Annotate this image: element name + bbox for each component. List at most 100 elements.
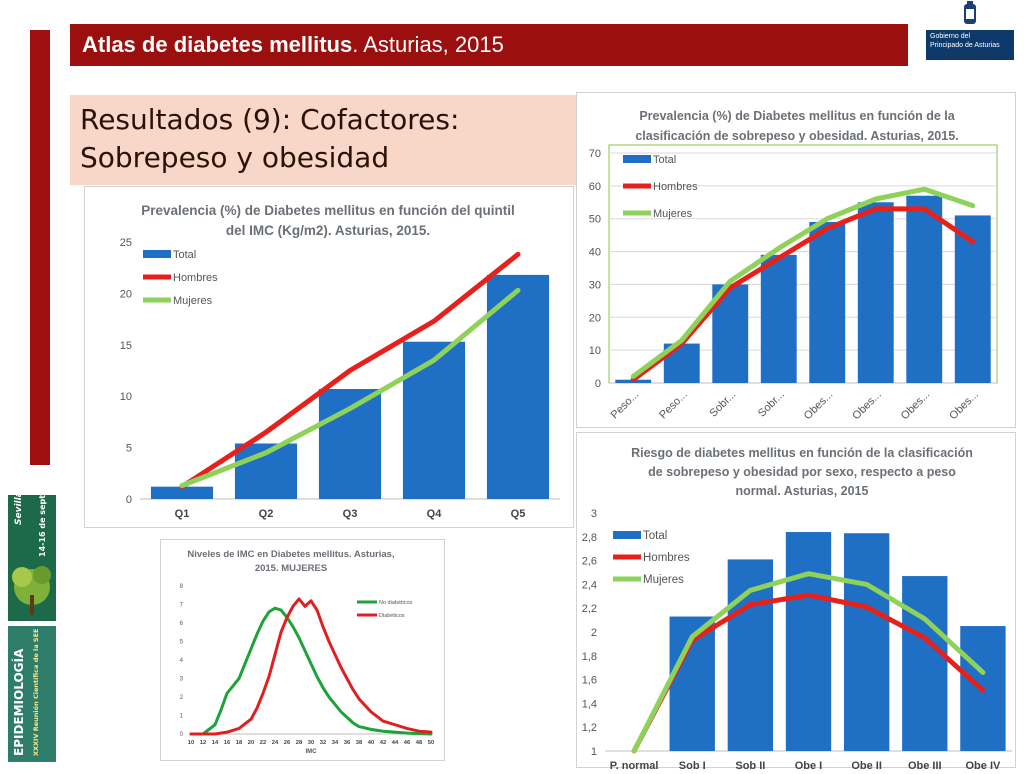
x-tick-label: 20 (248, 740, 254, 746)
chart-classification-panel: Prevalencia (%) de Diabetes mellitus en … (576, 92, 1016, 428)
logo-line1: Gobierno del (930, 33, 971, 40)
chart-title-line: normal. Asturias, 2015 (736, 484, 869, 498)
x-tick-label: 32 (320, 740, 326, 746)
logo-line3: Consejería de Sanidad (942, 54, 998, 60)
chart-imc-panel: Niveles de IMC en Diabetes mellitus. Ast… (160, 539, 445, 761)
x-tick-label: 12 (200, 740, 206, 746)
x-tick-label: Q2 (259, 508, 274, 520)
x-tick-label: Q1 (175, 508, 190, 520)
line-hombres (179, 251, 521, 490)
bar-total (760, 254, 797, 383)
logo-line2: Principado de Asturias (930, 42, 1000, 49)
y-tick-label: 2 (180, 695, 184, 701)
chart-title-line: clasificación de sobrepeso y obesidad. A… (635, 129, 958, 143)
chart-title-line: Niveles de IMC en Diabetes mellitus. Ast… (187, 549, 394, 560)
legend-swatch-total (613, 531, 641, 539)
x-tick-label: 30 (308, 740, 314, 746)
legend-label: Mujeres (173, 295, 213, 307)
chart-title-line: Prevalencia (%) de Diabetes mellitus en … (639, 109, 955, 123)
x-tick-label: 44 (392, 740, 399, 746)
x-tick-label: Obes... (947, 389, 981, 423)
logo-text-box: Gobierno del Principado de Asturias (926, 30, 1014, 60)
chart-title-line: 2015. MUJERES (255, 563, 327, 574)
y-tick-label: 1,4 (582, 698, 597, 710)
bar-total (857, 202, 894, 383)
bar-total (318, 389, 382, 499)
x-tick-label: 38 (356, 740, 363, 746)
y-tick-label: 3 (180, 677, 184, 683)
y-tick-label: 50 (589, 214, 601, 226)
chart-title-line: de sobrepeso y obesidad por sexo, respec… (648, 465, 956, 479)
legend-label: Diabéticos (379, 613, 405, 619)
line-no-diabeticos (189, 606, 433, 736)
x-tick-label: Obes... (899, 389, 933, 423)
x-tick-label: 14 (212, 740, 219, 746)
poster2-subtitle: XXXIV Reunión Científica de la SEE (32, 628, 40, 756)
y-tick-label: 15 (120, 340, 132, 352)
principado-logo (926, 0, 1024, 66)
bar-total (843, 533, 890, 751)
chart-title-line: Prevalencia (%) de Diabetes mellitus en … (141, 203, 515, 218)
y-tick-label: 6 (180, 621, 184, 627)
y-tick-label: 5 (180, 640, 184, 646)
line-diabeticos (189, 597, 433, 736)
y-tick-label: 2,2 (582, 603, 597, 615)
y-tick-label: 2,8 (582, 532, 597, 544)
y-tick-label: 5 (126, 443, 132, 455)
y-tick-label: 8 (180, 584, 184, 590)
x-tick-label: 22 (260, 740, 266, 746)
y-tick-label: 3 (591, 508, 597, 520)
x-tick-label: 36 (344, 740, 351, 746)
bar-total (902, 576, 948, 751)
legend-swatch-total (623, 155, 651, 163)
legend-label: Mujeres (653, 208, 693, 220)
chart-title-line: Riesgo de diabetes mellitus en función d… (631, 446, 973, 460)
line-mujeres (631, 571, 986, 754)
x-tick-label: 10 (188, 740, 194, 746)
legend-swatch-total (143, 250, 171, 258)
slide-title-line1: Resultados (9): Cofactores: (80, 103, 460, 136)
bar-total (906, 195, 943, 383)
x-tick-label: 24 (272, 740, 279, 746)
x-tick-label: 42 (380, 740, 386, 746)
x-tick-label: 46 (404, 740, 411, 746)
y-tick-label: 1,8 (582, 651, 597, 663)
y-tick-label: 70 (589, 148, 601, 160)
y-tick-label: 20 (589, 312, 601, 324)
x-tick-label: 50 (428, 740, 434, 746)
y-tick-label: 20 (120, 288, 132, 300)
left-accent-bar (30, 30, 50, 465)
x-tick-label: Q5 (511, 508, 526, 520)
y-tick-label: 4 (180, 658, 184, 664)
chart-risk: Riesgo de diabetes mellitus en función d… (582, 446, 1012, 772)
legend-label: Hombres (173, 272, 218, 284)
chart-risk-panel: Riesgo de diabetes mellitus en función d… (576, 432, 1016, 772)
legend-label: Total (653, 154, 676, 166)
y-tick-label: 1 (180, 714, 184, 720)
chart-classification: Prevalencia (%) de Diabetes mellitus en … (589, 109, 998, 423)
coat-of-arms-icon (964, 1, 976, 24)
poster1-dates: 14-16 de septiembre (38, 495, 47, 557)
y-tick-label: 0 (126, 494, 132, 506)
header-title-rest: . Asturias, 2015 (352, 32, 504, 57)
slide-title-line2: Sobrepeso y obesidad (80, 141, 390, 174)
bar-total (402, 341, 466, 499)
slide-title-box: Resultados (9): Cofactores: Sobrepeso y … (70, 95, 580, 185)
legend-label: Hombres (643, 552, 690, 564)
chart-quintile-panel: Prevalencia (%) de Diabetes mellitus en … (84, 186, 574, 528)
chart-imc: Niveles de IMC en Diabetes mellitus. Ast… (180, 549, 435, 755)
legend-label: Hombres (653, 181, 698, 193)
y-tick-label: 10 (120, 391, 132, 403)
x-tick-label: Obes... (850, 389, 884, 423)
y-tick-label: 30 (589, 279, 601, 291)
x-tick-label: 26 (284, 740, 291, 746)
line-mujeres (179, 287, 521, 489)
y-tick-label: 60 (589, 181, 601, 193)
bar-total (785, 532, 832, 751)
bar-total (150, 486, 214, 499)
tree-illustration-icon (12, 566, 51, 615)
y-tick-label: 1 (591, 746, 597, 758)
legend-label: Mujeres (643, 574, 684, 586)
line-mujeres (630, 186, 976, 379)
y-tick-label: 2 (591, 627, 597, 639)
